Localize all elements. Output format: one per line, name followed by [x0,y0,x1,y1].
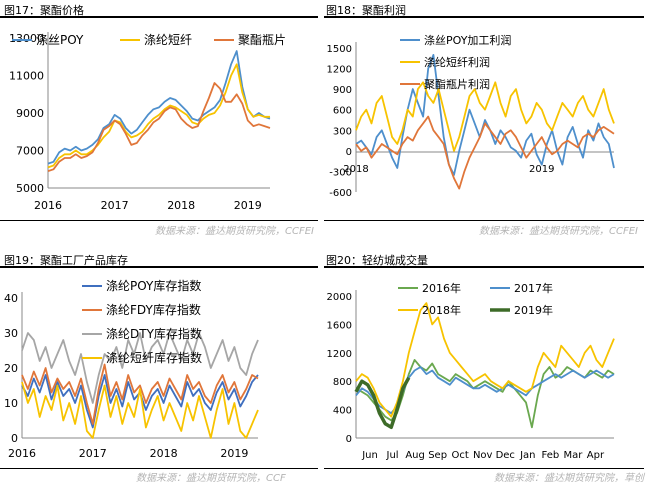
panel-factory-inventory: 图19：聚酯工厂产品库存 0 10 20 30 40 2016 2017 2018 2019 涤纶… [0,246,324,487]
source-note: 数据来源：盛达期货研究院，CCFEI [155,226,314,237]
legend-label: 涤纶POY库存指数 [106,278,201,293]
y-tick-label: 10 [4,397,18,410]
y-tick-label: 2000 [327,292,352,303]
legend-label: 涤纶短纤利润 [424,55,490,69]
y-tick-label: 1200 [327,65,352,76]
x-tick-label: Nov [473,450,493,461]
panel-title: 图19：聚酯工厂产品库存 [4,254,128,267]
y-tick-label: 0 [346,147,352,158]
y-tick-label: 40 [4,292,18,305]
panel-title: 图18：聚酯利润 [326,4,406,17]
y-tick-label: 5000 [16,182,44,195]
x-tick-label: 2018 [343,164,368,175]
y-tick-label: 11000 [9,70,44,83]
legend-label: 聚酯瓶片利润 [424,77,490,91]
chart-textile-city-volume: 0 400 800 1200 1600 2000 Jun Jul Aug Sep Oct Nov Dec… [327,281,615,461]
title-rule [324,266,644,268]
x-tick-label: 2016 [34,199,62,212]
series-line-3 [21,332,259,404]
y-tick-label: 9000 [16,107,44,120]
y-tick-label: 300 [333,126,352,137]
x-tick-label: Dec [496,450,515,461]
x-tick-label: 2018 [150,447,178,460]
x-tick-label: Jul [386,450,399,461]
series-line-2 [355,81,615,152]
legend-label: 涤丝POY加工利润 [424,33,511,47]
x-tick-label: 2017 [101,199,129,212]
x-tick-label: 2019 [234,199,262,212]
series-line-2 [21,363,259,425]
legend-label: 涤纶FDY库存指数 [106,302,201,317]
chart-polyester-price: 5000 7000 9000 11000 13000 2016 2017 2018 2019 涤丝… [9,32,286,212]
panel-polyester-profit: 图18：聚酯利润 -600 -300 0 300 600 900 1200 1500 2018 2… [324,0,648,240]
x-tick-label: Feb [542,450,560,461]
x-tick-label: Jan [519,450,535,461]
y-tick-label: 0 [346,434,352,445]
series-line-1 [355,54,615,176]
y-tick-label: -600 [329,188,352,199]
x-tick-label: 2018 [167,199,195,212]
y-tick-label: 900 [333,85,352,96]
x-tick-label: Aug [405,450,425,461]
y-tick-label: 800 [333,377,352,388]
y-tick-label: 20 [4,362,18,375]
legend-label: 2018年 [422,303,461,317]
x-tick-label: 2019 [529,164,554,175]
y-tick-label: 1500 [327,44,352,55]
legend-label: 涤纶短纤库存指数 [106,350,202,365]
y-tick-label: 1600 [327,320,352,331]
source-note: 数据来源：盛达期货研究院，CCF [136,473,286,484]
y-tick-label: 400 [333,406,352,417]
y-tick-label: 0 [11,432,18,445]
x-tick-label: 2017 [79,447,107,460]
legend-label: 涤纶DTY库存指数 [106,326,202,341]
x-tick-label: 2019 [220,447,248,460]
series-line-1 [21,374,259,429]
source-rule [324,220,644,221]
chart-factory-inventory: 0 10 20 30 40 2016 2017 2018 2019 涤纶POY库存指数涤纶FDY库… [4,278,259,460]
legend-label: 涤丝POY [36,33,84,47]
source-note: 数据来源：盛达期货研究院，CCFEI [479,226,638,237]
panel-title: 图17：聚酯价格 [4,4,84,17]
legend-label: 2019年 [514,303,553,317]
title-rule [324,16,644,18]
series-line-3 [47,82,271,172]
series-line-3 [355,302,615,418]
series-line-4 [354,376,411,430]
x-tick-label: 2016 [8,447,36,460]
series-line-4 [21,381,259,439]
source-note: 数据来源：盛达期货研究院，草创 [494,473,644,484]
source-rule [0,220,318,221]
source-rule [0,468,318,469]
source-rule [324,468,644,469]
y-tick-label: 600 [333,106,352,117]
x-tick-label: Jun [361,450,378,461]
y-tick-label: 7000 [16,145,44,158]
chart-polyester-profit: -600 -300 0 300 600 900 1200 1500 2018 2019 涤丝POY加… [327,33,615,199]
y-tick-label: 13000 [9,32,44,45]
x-tick-label: Sep [428,450,447,461]
x-tick-label: Oct [452,450,469,461]
series-line-1 [47,50,271,165]
title-rule [0,16,318,18]
legend-label: 聚酯瓶片 [238,33,286,47]
x-tick-label: Mar [563,450,583,461]
y-tick-label: 30 [4,327,18,340]
series-line-2 [47,63,270,169]
y-tick-label: 1200 [327,349,352,360]
panel-title: 图20：轻纺城成交量 [326,254,428,267]
x-tick-label: Apr [587,450,605,461]
panel-polyester-price: 图17：聚酯价格 5000 7000 9000 11000 13000 2016 2017 2… [0,0,324,240]
legend-label: 2016年 [422,281,461,295]
title-rule [0,266,318,268]
legend-label: 2017年 [514,281,553,295]
series-line-3 [355,115,615,190]
legend-label: 涤纶短纤 [144,33,192,47]
panel-textile-city-volume: 图20：轻纺城成交量 0 400 800 1200 1600 2000 Jun Jul Aug S… [324,246,648,487]
y-tick-label: -300 [329,167,352,178]
